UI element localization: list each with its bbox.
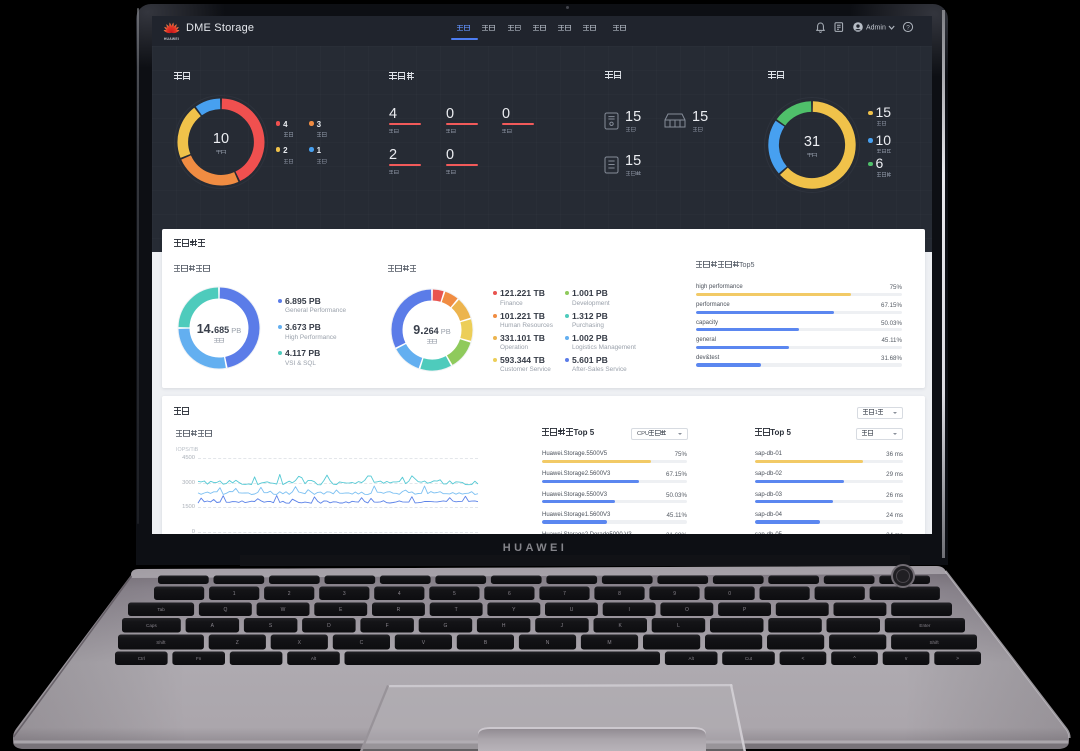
- svg-text:Cut: Cut: [745, 656, 753, 661]
- svg-text:W: W: [281, 607, 286, 613]
- svg-text:3: 3: [343, 591, 346, 597]
- svg-text:B: B: [484, 640, 488, 646]
- svg-text:N: N: [546, 640, 550, 646]
- svg-text:Y: Y: [512, 607, 516, 613]
- svg-text:X: X: [298, 640, 302, 646]
- svg-text:1: 1: [233, 591, 236, 597]
- svg-text:9: 9: [673, 591, 676, 597]
- svg-text:HUAWEI: HUAWEI: [164, 36, 179, 40]
- svg-text:C: C: [360, 640, 364, 646]
- svg-text:6: 6: [508, 591, 511, 597]
- svg-text:G: G: [443, 623, 447, 629]
- svg-text:F: F: [386, 623, 389, 629]
- svg-text:D: D: [327, 623, 331, 629]
- svg-text:>: >: [956, 656, 959, 662]
- svg-text:Tab: Tab: [157, 607, 165, 612]
- svg-text:R: R: [397, 607, 401, 613]
- svg-text:P: P: [743, 607, 747, 613]
- svg-text:Z: Z: [236, 640, 239, 646]
- svg-text:Shift: Shift: [929, 640, 939, 645]
- svg-text:S: S: [269, 623, 273, 629]
- svg-text:Admin: Admin: [866, 24, 886, 31]
- svg-text:K: K: [619, 623, 623, 629]
- svg-text:0: 0: [728, 591, 731, 597]
- svg-text:Shift: Shift: [156, 640, 166, 645]
- svg-text:Alt: Alt: [311, 656, 317, 661]
- svg-text:Q: Q: [223, 607, 227, 613]
- svg-text:?: ?: [906, 24, 910, 31]
- svg-text:L: L: [677, 623, 680, 629]
- svg-text:T: T: [455, 607, 458, 613]
- svg-text:7: 7: [563, 591, 566, 597]
- svg-text:Ctrl: Ctrl: [138, 656, 145, 661]
- svg-text:Fn: Fn: [196, 656, 202, 661]
- svg-text:V: V: [422, 640, 426, 646]
- svg-text:5: 5: [453, 591, 456, 597]
- svg-text:Caps: Caps: [146, 623, 157, 628]
- svg-text:v: v: [905, 656, 908, 662]
- svg-text:Enter: Enter: [919, 623, 930, 628]
- svg-text:E: E: [339, 607, 343, 613]
- svg-text:^: ^: [853, 656, 856, 662]
- svg-text:H: H: [502, 623, 506, 629]
- svg-text:4: 4: [398, 591, 401, 597]
- svg-text:A: A: [211, 623, 215, 629]
- svg-text:J: J: [561, 623, 564, 629]
- svg-text:M: M: [607, 640, 611, 646]
- svg-text:Alt: Alt: [689, 656, 695, 661]
- svg-text:2: 2: [288, 591, 291, 597]
- svg-text:<: <: [802, 656, 805, 662]
- svg-text:U: U: [570, 607, 574, 613]
- svg-text:O: O: [685, 607, 689, 613]
- svg-text:8: 8: [618, 591, 621, 597]
- svg-text:I: I: [629, 607, 630, 613]
